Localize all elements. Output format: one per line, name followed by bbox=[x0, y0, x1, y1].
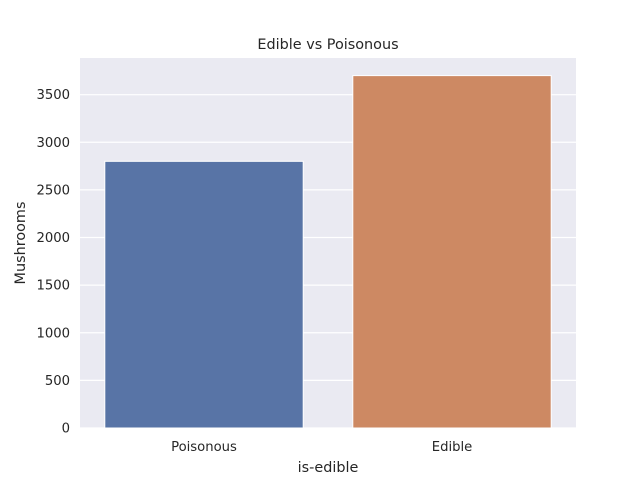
bars-group bbox=[104, 75, 552, 429]
y-tick-labels: 0 500 1000 1500 2000 2500 3000 3500 bbox=[36, 88, 70, 436]
y-tick-label: 2500 bbox=[36, 183, 70, 198]
y-tick-label: 1500 bbox=[36, 279, 70, 294]
y-tick-label: 1000 bbox=[36, 326, 70, 341]
x-tick-label-edible: Edible bbox=[432, 440, 473, 455]
y-tick-label: 500 bbox=[45, 374, 70, 389]
y-tick-label: 3500 bbox=[36, 88, 70, 103]
chart-title: Edible vs Poisonous bbox=[257, 37, 398, 53]
x-axis-label: is-edible bbox=[298, 460, 359, 476]
y-tick-label: 3000 bbox=[36, 136, 70, 151]
x-tick-label-poisonous: Poisonous bbox=[171, 440, 237, 455]
y-axis-label: Mushrooms bbox=[13, 202, 29, 285]
x-tick-labels: Poisonous Edible bbox=[171, 440, 472, 455]
y-tick-label: 2000 bbox=[36, 231, 70, 246]
bar-poisonous bbox=[104, 160, 304, 429]
bar-edible bbox=[352, 75, 552, 429]
y-tick-label: 0 bbox=[62, 422, 70, 437]
